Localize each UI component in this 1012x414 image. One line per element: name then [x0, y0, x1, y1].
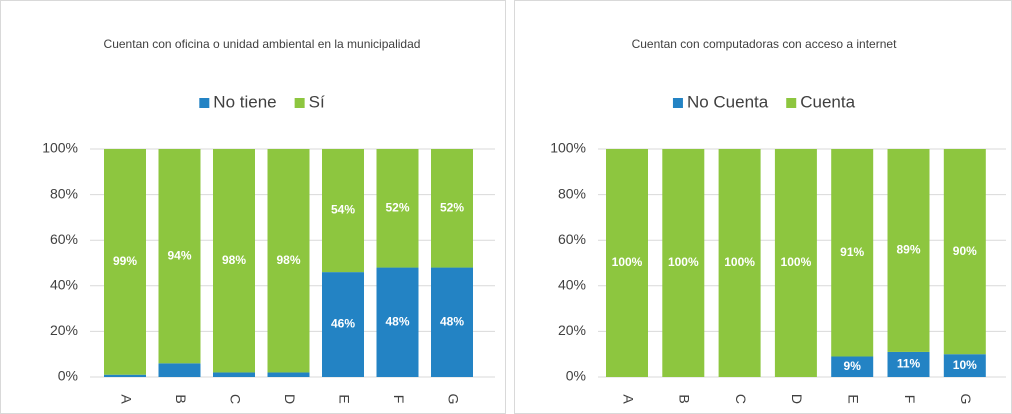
legend-swatch: [786, 98, 797, 108]
bar-segment: [943, 149, 986, 355]
data-label: 10%: [953, 358, 977, 372]
bar-segment: [104, 149, 146, 375]
y-tick-label: 100%: [42, 140, 78, 156]
bar-segment: [887, 351, 930, 377]
x-tick-label: E: [336, 394, 352, 403]
y-tick-label: 60%: [558, 231, 586, 247]
legend-label: Cuenta: [800, 92, 855, 111]
y-tick-label: 80%: [50, 185, 78, 201]
chart-title: Cuentan con computadoras con acceso a in…: [632, 37, 897, 51]
data-label: 46%: [331, 317, 355, 331]
chart-title: Cuentan con oficina o unidad ambiental e…: [104, 37, 421, 51]
legend-swatch: [199, 98, 210, 108]
legend-swatch: [672, 98, 683, 108]
data-label: 48%: [385, 314, 409, 328]
data-label: 94%: [167, 248, 191, 262]
bar-segment: [431, 267, 473, 377]
bar-segment: [887, 149, 930, 352]
data-label: 98%: [276, 253, 300, 267]
data-label: 91%: [840, 245, 864, 259]
y-tick-label: 40%: [558, 277, 586, 293]
legend-label: No Cuenta: [687, 92, 769, 111]
data-label: 89%: [896, 243, 920, 257]
data-label: 100%: [668, 255, 699, 269]
bar-segment: [158, 363, 201, 377]
bar-segment: [104, 374, 146, 377]
data-label: 54%: [331, 203, 355, 217]
bar-segment: [376, 267, 419, 377]
x-tick-label: A: [620, 394, 636, 404]
bar-segment: [267, 149, 310, 373]
data-label: 52%: [440, 200, 464, 214]
bar-segment: [322, 149, 364, 273]
x-tick-label: F: [391, 395, 407, 404]
data-label: 98%: [222, 253, 246, 267]
x-tick-label: C: [227, 394, 243, 404]
y-tick-label: 80%: [558, 185, 586, 201]
data-label: 52%: [385, 200, 409, 214]
bar-segment: [213, 372, 255, 377]
legend-label: No tiene: [213, 92, 276, 111]
data-label: 100%: [781, 255, 812, 269]
x-tick-label: C: [733, 394, 749, 404]
x-tick-label: G: [958, 394, 974, 405]
x-tick-label: D: [282, 394, 298, 404]
bar-segment: [267, 372, 310, 377]
data-label: 48%: [440, 314, 464, 328]
legend-swatch: [294, 98, 305, 108]
data-label: 100%: [612, 255, 643, 269]
y-tick-label: 40%: [50, 277, 78, 293]
y-tick-label: 20%: [558, 322, 586, 338]
bar-segment: [943, 354, 986, 377]
bar-segment: [213, 149, 255, 373]
bar-segment: [606, 149, 648, 377]
x-tick-label: A: [118, 394, 134, 404]
legend-label: Sí: [309, 92, 325, 111]
y-tick-label: 0%: [566, 368, 586, 384]
data-label: 100%: [724, 255, 755, 269]
bar-segment: [158, 149, 201, 364]
y-tick-label: 100%: [550, 140, 586, 156]
bar-segment: [376, 149, 419, 268]
data-label: 99%: [113, 254, 137, 268]
y-tick-label: 0%: [58, 368, 78, 384]
data-label: 90%: [953, 244, 977, 258]
bar-segment: [662, 149, 705, 377]
bar-segment: [831, 356, 874, 377]
x-tick-label: F: [902, 395, 918, 404]
x-tick-label: B: [677, 394, 693, 403]
x-tick-label: B: [173, 394, 189, 403]
x-tick-label: D: [789, 394, 805, 404]
x-tick-label: G: [445, 394, 461, 405]
y-tick-label: 60%: [50, 231, 78, 247]
bar-segment: [831, 149, 874, 357]
data-label: 11%: [897, 357, 921, 371]
bar-segment: [718, 149, 761, 377]
y-tick-label: 20%: [50, 322, 78, 338]
x-tick-label: E: [845, 394, 861, 403]
bar-segment: [322, 272, 364, 377]
bar-segment: [774, 149, 817, 377]
panel-right: [514, 0, 1012, 414]
bar-segment: [431, 149, 473, 268]
data-label: 9%: [844, 359, 862, 373]
